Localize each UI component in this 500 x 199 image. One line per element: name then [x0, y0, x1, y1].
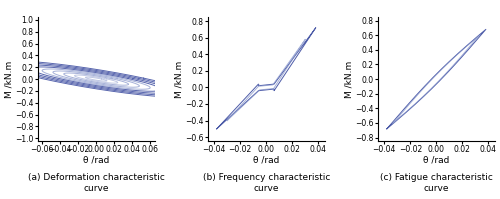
X-axis label: θ /rad: θ /rad: [83, 156, 110, 165]
Y-axis label: M /kN.m: M /kN.m: [344, 60, 354, 98]
X-axis label: θ /rad: θ /rad: [423, 156, 450, 165]
X-axis label: θ /rad: θ /rad: [253, 156, 280, 165]
Text: (a) Deformation characteristic
curve: (a) Deformation characteristic curve: [28, 173, 164, 192]
Y-axis label: M /kN.m: M /kN.m: [174, 60, 184, 98]
Text: (b) Frequency characteristic
curve: (b) Frequency characteristic curve: [202, 173, 330, 192]
Text: (c) Fatigue characteristic
curve: (c) Fatigue characteristic curve: [380, 173, 493, 192]
Y-axis label: M /kN.m: M /kN.m: [4, 60, 14, 98]
